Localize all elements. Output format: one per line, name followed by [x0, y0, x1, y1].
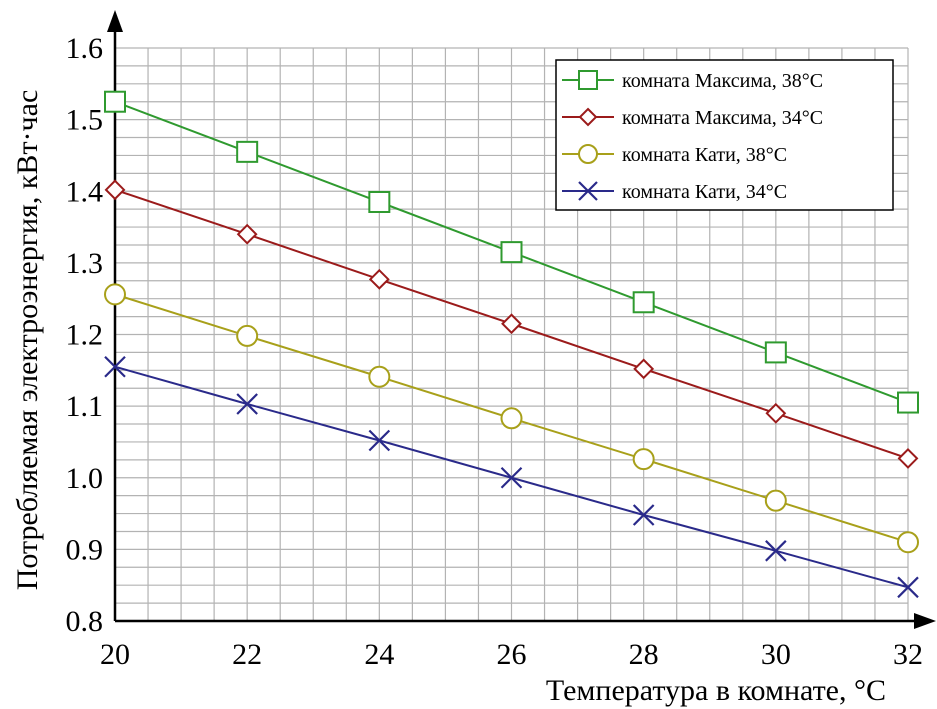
x-tick-label: 28: [629, 638, 659, 671]
series-1: [104, 90, 919, 414]
y-tick-label: 0.8: [66, 605, 104, 638]
data-point-square: [500, 241, 523, 264]
x-tick-label: 30: [761, 638, 791, 671]
data-point-circle: [632, 448, 655, 471]
y-axis-arrow-icon: [107, 10, 123, 32]
data-point-circle: [897, 531, 919, 554]
legend-label: комната Кати, 38°С: [622, 144, 787, 166]
y-tick-label: 1.1: [66, 390, 104, 423]
y-tick-label: 1.0: [66, 462, 104, 495]
y-tick-label: 1.3: [66, 247, 104, 280]
data-point-square: [104, 90, 126, 113]
data-point-cross: [236, 393, 258, 415]
x-tick-label: 20: [100, 638, 130, 671]
x-tick-label: 26: [497, 638, 527, 671]
data-point-circle: [236, 324, 259, 347]
data-point-cross: [500, 466, 523, 489]
data-point-cross: [578, 181, 598, 201]
y-tick-label: 0.9: [66, 533, 104, 566]
legend-box: [555, 59, 894, 211]
series-4: [104, 355, 919, 599]
x-tick-label: 24: [364, 638, 394, 671]
y-tick-label: 1.2: [66, 319, 104, 352]
x-axis-arrow-icon: [914, 613, 936, 629]
series-2: [104, 179, 919, 469]
y-tick-label: 1.4: [66, 175, 104, 208]
y-tick-label: 1.5: [66, 104, 104, 137]
data-point-diamond: [633, 358, 655, 380]
data-point-circle: [764, 489, 787, 512]
data-point-square: [632, 291, 655, 314]
x-axis-title: Температура в комнате, °С: [546, 674, 886, 707]
data-point-square: [764, 341, 787, 364]
series-3: [104, 283, 919, 554]
data-point-circle: [500, 407, 523, 430]
data-point-cross: [368, 429, 391, 452]
legend-item: комната Максима, 34°С: [562, 107, 823, 129]
x-tick-label: 22: [232, 638, 262, 671]
data-point-cross: [632, 504, 655, 526]
data-point-diamond: [897, 447, 919, 469]
data-point-diamond: [765, 402, 787, 424]
data-point-square: [897, 391, 919, 414]
chart-axes: [107, 10, 936, 629]
data-point-circle: [368, 365, 391, 388]
legend-label: комната Максима, 38°С: [622, 70, 823, 92]
y-axis-title: Потребляемая электроэнергия, кВт·час: [11, 90, 44, 591]
data-point-square: [578, 70, 598, 90]
data-point-diamond: [578, 107, 598, 127]
data-point-square: [368, 190, 391, 213]
data-point-diamond: [368, 268, 390, 290]
data-point-diamond: [236, 223, 258, 245]
legend-item: комната Максима, 38°С: [562, 70, 823, 92]
y-tick-label: 1.6: [66, 32, 104, 65]
data-point-square: [236, 140, 259, 163]
legend-item: комната Кати, 38°С: [562, 144, 787, 166]
data-point-diamond: [104, 179, 126, 201]
data-point-circle: [104, 283, 126, 306]
data-point-cross: [897, 576, 919, 599]
legend-item: комната Кати, 34°С: [562, 181, 787, 203]
legend-label: комната Максима, 34°С: [622, 107, 823, 129]
data-point-diamond: [501, 313, 522, 335]
x-tick-label: 32: [893, 638, 923, 671]
legend-label: комната Кати, 34°С: [622, 181, 787, 203]
legend: комната Максима, 38°С комната Максима, 34…: [555, 59, 894, 211]
data-point-cross: [765, 540, 787, 562]
tick-labels: 20 22 24 26 28 30 32 0.8 0.9 1.0 1.1 1.2 1.3 1.4 1.5 1.…: [66, 32, 924, 671]
data-point-circle: [578, 144, 598, 164]
chart-series: [104, 90, 919, 599]
data-point-cross: [104, 355, 126, 378]
